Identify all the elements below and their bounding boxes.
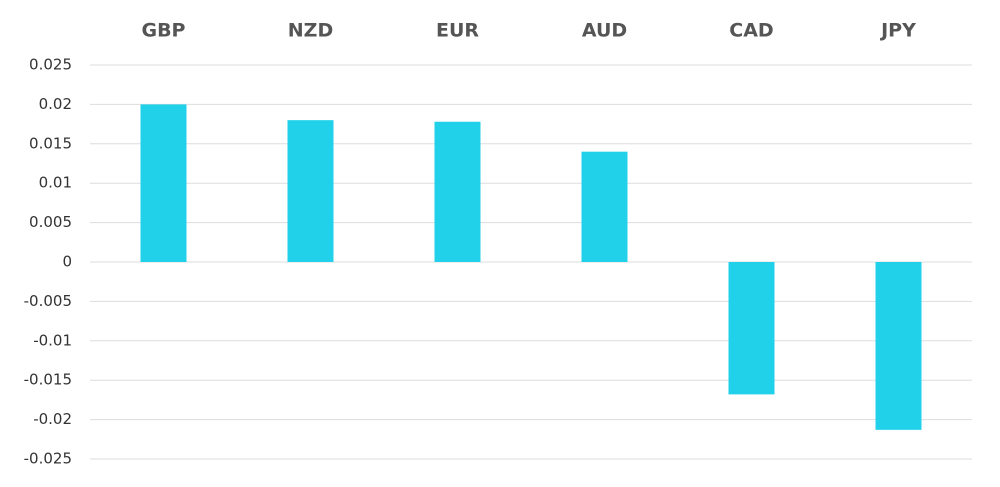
- y-tick-label: 0.02: [39, 95, 72, 113]
- category-label: AUD: [582, 20, 627, 42]
- category-label: NZD: [288, 20, 333, 42]
- y-tick-label: 0.005: [29, 213, 72, 231]
- bar: [581, 151, 628, 262]
- y-tick-label: -0.02: [33, 410, 72, 428]
- bar: [875, 262, 922, 430]
- bar: [140, 104, 187, 263]
- category-label: JPY: [879, 20, 916, 42]
- y-tick-label: -0.015: [24, 371, 72, 389]
- category-label: CAD: [729, 20, 773, 42]
- y-tick-label: 0.01: [39, 174, 72, 192]
- y-tick-label: -0.01: [33, 331, 72, 349]
- category-label: EUR: [436, 20, 479, 42]
- y-tick-label: -0.005: [24, 292, 72, 310]
- y-tick-label: 0: [62, 253, 72, 271]
- bar: [728, 262, 775, 395]
- y-tick-label: 0.015: [29, 134, 72, 152]
- y-tick-label: 0.025: [29, 56, 72, 74]
- bar: [434, 121, 481, 263]
- category-label: GBP: [141, 20, 185, 42]
- bar: [287, 120, 334, 262]
- y-tick-label: -0.025: [24, 450, 72, 468]
